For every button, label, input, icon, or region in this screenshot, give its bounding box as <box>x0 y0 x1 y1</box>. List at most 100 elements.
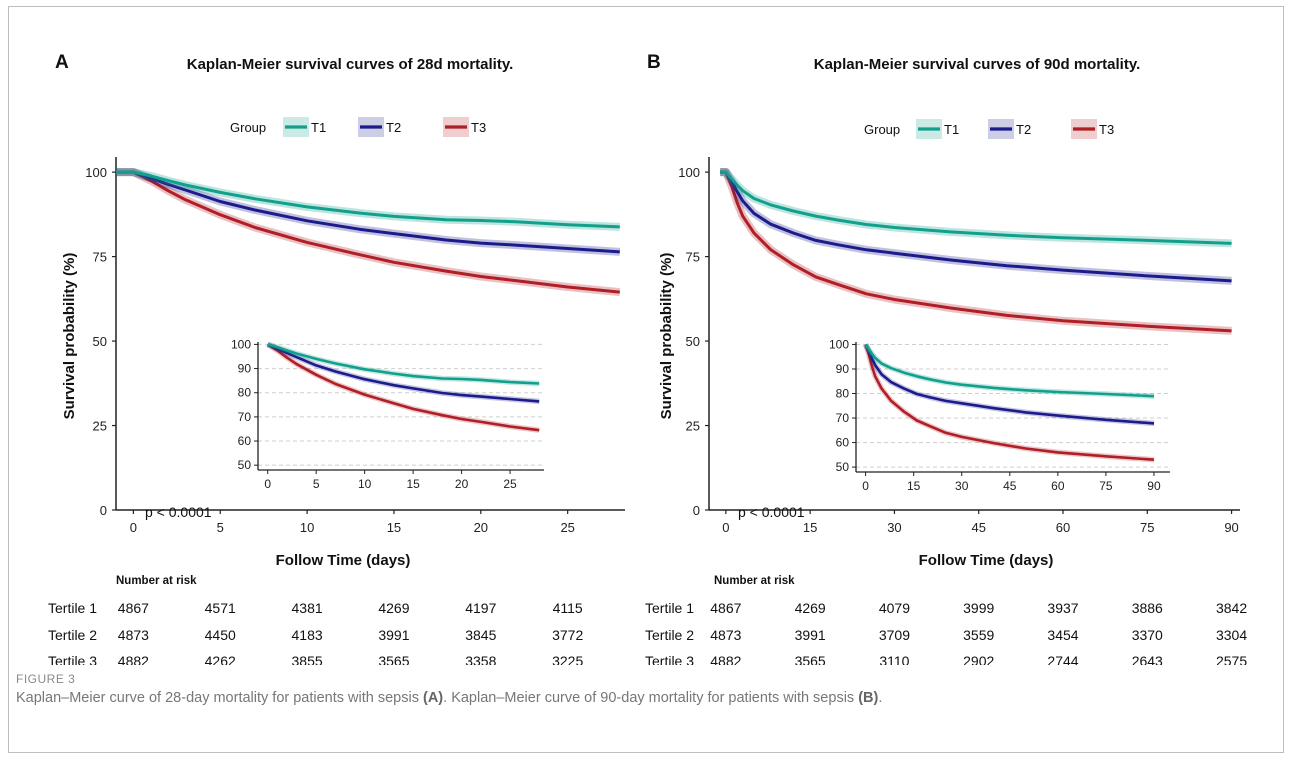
figure-chart: A Kaplan-Meier survival curves of 28d mor… <box>48 52 1247 665</box>
y-tick-label: 100 <box>678 165 700 180</box>
y-axis-label: Survival probability (%) <box>61 253 78 420</box>
risk-cell: 4571 <box>205 600 236 616</box>
y-tick-label: 75 <box>93 250 107 265</box>
inset-x-tick-label: 30 <box>955 479 969 493</box>
x-tick-label: 75 <box>1140 520 1154 535</box>
risk-cell: 4867 <box>118 600 149 616</box>
risk-cell: 4269 <box>378 600 409 616</box>
survival-line-t2 <box>116 170 620 254</box>
y-tick-label: 50 <box>686 334 700 349</box>
risk-cell: 2902 <box>963 653 994 665</box>
legend-label: T2 <box>1016 122 1031 137</box>
legend-title: Group <box>230 120 266 135</box>
x-tick-label: 60 <box>1056 520 1070 535</box>
caption-ref-b: (B) <box>858 690 879 706</box>
risk-cell: 3709 <box>879 627 910 643</box>
inset-x-tick-label: 60 <box>1051 479 1065 493</box>
survival-line-t3 <box>116 170 620 294</box>
risk-cell: 2575 <box>1216 653 1247 665</box>
inset-x-tick-label: 0 <box>862 479 869 493</box>
legend-label: T1 <box>944 122 959 137</box>
survival-line-t1 <box>720 170 1232 245</box>
risk-cell: 3358 <box>465 653 496 665</box>
y-tick-label: 75 <box>686 250 700 265</box>
x-tick-label: 20 <box>474 520 488 535</box>
risk-cell: 3772 <box>552 627 583 643</box>
panel-letter: A <box>55 52 69 73</box>
legend-title: Group <box>864 122 900 137</box>
x-tick-label: 45 <box>971 520 985 535</box>
inset-y-tick-label: 70 <box>238 410 252 424</box>
x-axis-label: Follow Time (days) <box>919 552 1054 569</box>
caption-ref-a: (A) <box>423 690 444 706</box>
risk-row-label: Tertile 1 <box>48 600 97 616</box>
risk-cell: 3559 <box>963 627 994 643</box>
inset-y-tick-label: 80 <box>836 387 850 401</box>
risk-cell: 4381 <box>292 600 323 616</box>
inset-line-t1 <box>864 343 1155 398</box>
risk-cell: 4197 <box>465 600 496 616</box>
inset-line-t2 <box>267 343 540 403</box>
x-tick-label: 25 <box>560 520 574 535</box>
risk-row-label: Tertile 3 <box>48 653 97 665</box>
survival-line-t1 <box>116 170 620 229</box>
risk-cell: 3937 <box>1047 600 1078 616</box>
risk-cell: 3565 <box>378 653 409 665</box>
risk-row-label: Tertile 3 <box>645 653 694 665</box>
p-value: p < 0.0001 <box>145 504 212 520</box>
inset-y-tick-label: 90 <box>836 362 850 376</box>
legend-label: T3 <box>1099 122 1114 137</box>
risk-cell: 3370 <box>1132 627 1163 643</box>
inset-y-tick-label: 100 <box>829 337 849 351</box>
x-axis-label: Follow Time (days) <box>276 552 411 569</box>
y-tick-label: 0 <box>693 503 700 518</box>
risk-cell: 4269 <box>795 600 826 616</box>
legend-label: T3 <box>471 120 486 135</box>
risk-cell: 3225 <box>552 653 583 665</box>
risk-row-label: Tertile 1 <box>645 600 694 616</box>
x-tick-label: 90 <box>1224 520 1238 535</box>
risk-cell: 4262 <box>205 653 236 665</box>
inset-x-tick-label: 15 <box>907 479 921 493</box>
y-tick-label: 100 <box>85 165 107 180</box>
inset-x-tick-label: 25 <box>503 477 517 491</box>
x-tick-label: 0 <box>130 520 137 535</box>
inset-line-t2 <box>864 343 1155 425</box>
risk-cell: 4079 <box>879 600 910 616</box>
inset-y-tick-label: 90 <box>238 362 252 376</box>
inset-x-tick-label: 75 <box>1099 479 1113 493</box>
risk-cell: 3991 <box>795 627 826 643</box>
survival-line-t3 <box>720 170 1232 333</box>
risk-cell: 4873 <box>710 627 741 643</box>
inset-line-t1 <box>267 343 540 385</box>
risk-row-label: Tertile 2 <box>48 627 97 643</box>
x-tick-label: 0 <box>722 520 729 535</box>
inset-x-tick-label: 20 <box>455 477 469 491</box>
p-value: p < 0.0001 <box>738 504 805 520</box>
risk-cell: 3999 <box>963 600 994 616</box>
y-tick-label: 0 <box>100 503 107 518</box>
inset-y-tick-label: 60 <box>238 434 252 448</box>
inset-x-tick-label: 10 <box>358 477 372 491</box>
risk-table-title: Number at risk <box>714 575 795 587</box>
legend-label: T1 <box>311 120 326 135</box>
risk-cell: 3454 <box>1047 627 1078 643</box>
figure-frame <box>8 6 1284 753</box>
figure-label: FIGURE 3 <box>16 672 76 686</box>
risk-cell: 3991 <box>378 627 409 643</box>
risk-cell: 4450 <box>205 627 236 643</box>
y-tick-label: 25 <box>93 419 107 434</box>
inset-x-tick-label: 0 <box>264 477 271 491</box>
inset-y-tick-label: 50 <box>836 460 850 474</box>
risk-cell: 2643 <box>1132 653 1163 665</box>
risk-cell: 4882 <box>118 653 149 665</box>
risk-cell: 4867 <box>710 600 741 616</box>
risk-cell: 4882 <box>710 653 741 665</box>
inset-line-t3 <box>267 343 540 432</box>
y-tick-label: 50 <box>93 334 107 349</box>
risk-cell: 3886 <box>1132 600 1163 616</box>
risk-cell: 3855 <box>292 653 323 665</box>
risk-cell: 2744 <box>1047 653 1078 665</box>
x-tick-label: 15 <box>803 520 817 535</box>
risk-row-label: Tertile 2 <box>645 627 694 643</box>
